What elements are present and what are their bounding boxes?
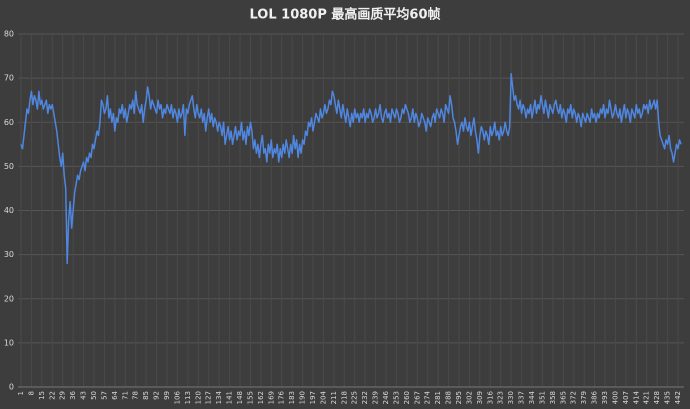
x-tick-label: 372 [570,391,578,404]
x-tick-label: 183 [288,391,296,404]
y-tick-label: 30 [4,250,14,259]
x-tick-label: 134 [215,390,223,404]
x-tick-label: 365 [559,391,567,404]
x-tick-label: 281 [434,391,442,404]
x-tick-label: 400 [611,391,619,404]
x-tick-label: 176 [278,390,286,404]
x-tick-label: 78 [132,391,140,400]
x-tick-label: 120 [194,391,202,404]
x-tick-label: 113 [184,391,192,404]
x-tick-label: 428 [653,391,661,404]
x-tick-label: 204 [319,390,327,404]
x-tick-label: 85 [142,391,150,400]
x-tick-label: 379 [580,391,588,404]
y-tick-label: 70 [4,74,14,83]
x-tick-label: 148 [236,391,244,404]
x-tick-label: 29 [59,391,67,400]
x-tick-label: 330 [507,391,515,404]
x-tick-label: 8 [27,391,35,395]
y-tick-label: 60 [4,118,14,127]
x-tick-label: 15 [38,391,46,400]
x-tick-label: 92 [153,391,161,400]
y-tick-label: 50 [4,162,14,171]
y-tick-label: 40 [4,206,14,215]
x-tick-label: 239 [372,391,380,404]
x-tick-label: 36 [69,390,77,399]
x-tick-label: 435 [664,391,672,404]
x-tick-label: 253 [392,391,400,404]
x-tick-label: 64 [111,390,119,399]
x-tick-label: 43 [80,391,88,400]
chart-title: LOL 1080P 最高画质平均60帧 [249,7,440,23]
x-tick-label: 50 [90,391,98,400]
x-tick-label: 190 [299,391,307,404]
data-line [20,72,682,265]
x-tick-label: 162 [257,391,265,404]
y-tick-label: 0 [9,383,14,392]
x-tick-label: 358 [549,391,557,404]
x-tick-label: 274 [424,390,432,404]
x-tick-label: 351 [538,391,546,404]
y-tick-label: 10 [4,338,14,347]
x-tick-label: 442 [674,391,682,404]
x-tick-label: 225 [351,391,359,404]
x-tick-label: 218 [340,391,348,404]
x-tick-label: 232 [361,391,369,404]
x-tick-label: 309 [476,391,484,404]
x-tick-label: 344 [528,390,536,404]
x-tick-label: 106 [173,390,181,404]
x-tick-label: 71 [121,391,129,400]
y-tick-label: 20 [4,294,14,303]
x-tick-label: 169 [267,391,275,404]
x-tick-label: 211 [330,391,338,404]
x-tick-label: 127 [205,391,213,404]
x-tick-label: 155 [246,391,254,404]
x-tick-label: 141 [226,391,234,404]
x-tick-label: 421 [643,391,651,404]
x-tick-label: 295 [455,391,463,404]
x-tick-label: 288 [445,391,453,404]
x-tick-label: 316 [486,390,494,404]
x-tick-label: 407 [622,391,630,404]
x-tick-label: 267 [413,391,421,404]
x-tick-label: 414 [632,390,640,404]
x-tick-label: 99 [163,391,171,400]
x-tick-label: 323 [497,391,505,404]
x-tick-label: 260 [403,391,411,404]
x-tick-label: 57 [100,391,108,400]
x-tick-label: 393 [601,391,609,404]
x-tick-label: 1 [17,391,25,395]
x-tick-label: 246 [382,390,390,404]
y-tick-label: 80 [4,30,14,39]
x-tick-label: 386 [591,390,599,404]
x-tick-label: 22 [48,391,56,400]
x-tick-label: 337 [518,391,526,404]
x-tick-label: 197 [309,391,317,404]
x-tick-label: 302 [465,391,473,404]
